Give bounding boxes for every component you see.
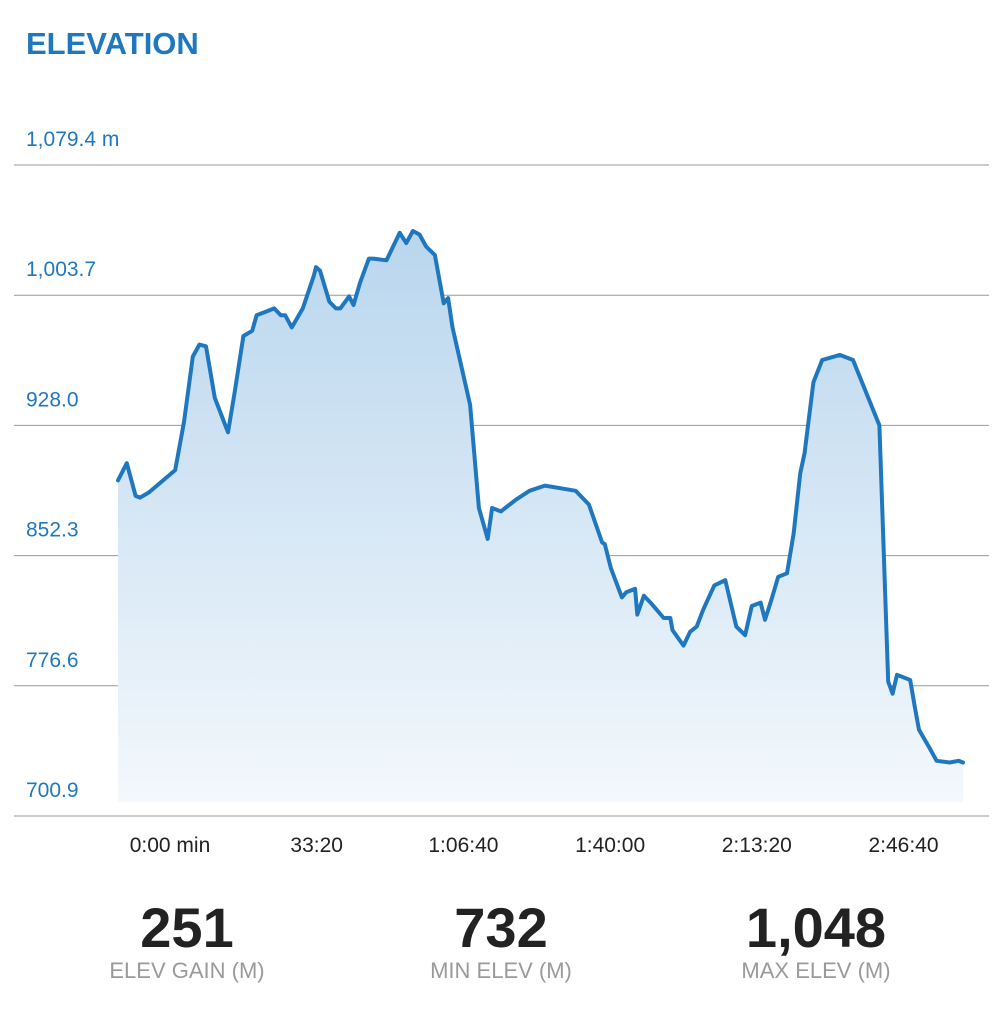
y-tick-labels: 1,079.4 m 1,003.7 928.0 852.3 776.6 700.9 (26, 128, 119, 802)
y-tick-label: 1,003.7 (26, 258, 96, 281)
stat-value: 251 (140, 896, 234, 959)
x-tick-label: 33:20 (290, 834, 343, 857)
elevation-area-fill (118, 231, 963, 802)
y-tick-label: 776.6 (26, 649, 79, 672)
x-tick-label: 1:40:00 (575, 834, 645, 857)
stat-min-elev: 732 MIN ELEV (M) (351, 898, 651, 984)
stat-label: MIN ELEV (M) (430, 958, 572, 983)
x-tick-label: 1:06:40 (428, 834, 498, 857)
stat-label: ELEV GAIN (M) (109, 958, 265, 983)
stat-max-elev: 1,048 MAX ELEV (M) (666, 898, 966, 984)
area-layer (116, 229, 965, 802)
stat-value: 1,048 (745, 896, 887, 959)
stat-value: 732 (454, 896, 548, 959)
x-tick-label: 0:00 min (130, 834, 211, 857)
x-tick-labels: 0:00 min 33:20 1:06:40 1:40:00 2:13:20 2:46:4… (130, 834, 939, 857)
chart-title: ELEVATION (26, 26, 199, 61)
y-tick-label: 1,079.4 m (26, 128, 119, 151)
y-tick-label: 852.3 (26, 519, 79, 542)
elevation-chart: 1,079.4 m 1,003.7 928.0 852.3 776.6 700.9 0:0… (14, 128, 989, 857)
stat-elev-gain: 251 ELEV GAIN (M) (37, 898, 337, 984)
y-tick-label: 700.9 (26, 779, 79, 802)
y-tick-label: 928.0 (26, 388, 79, 411)
elevation-line (116, 229, 965, 765)
stat-label: MAX ELEV (M) (741, 958, 891, 983)
x-tick-label: 2:13:20 (722, 834, 792, 857)
x-tick-label: 2:46:40 (868, 834, 938, 857)
